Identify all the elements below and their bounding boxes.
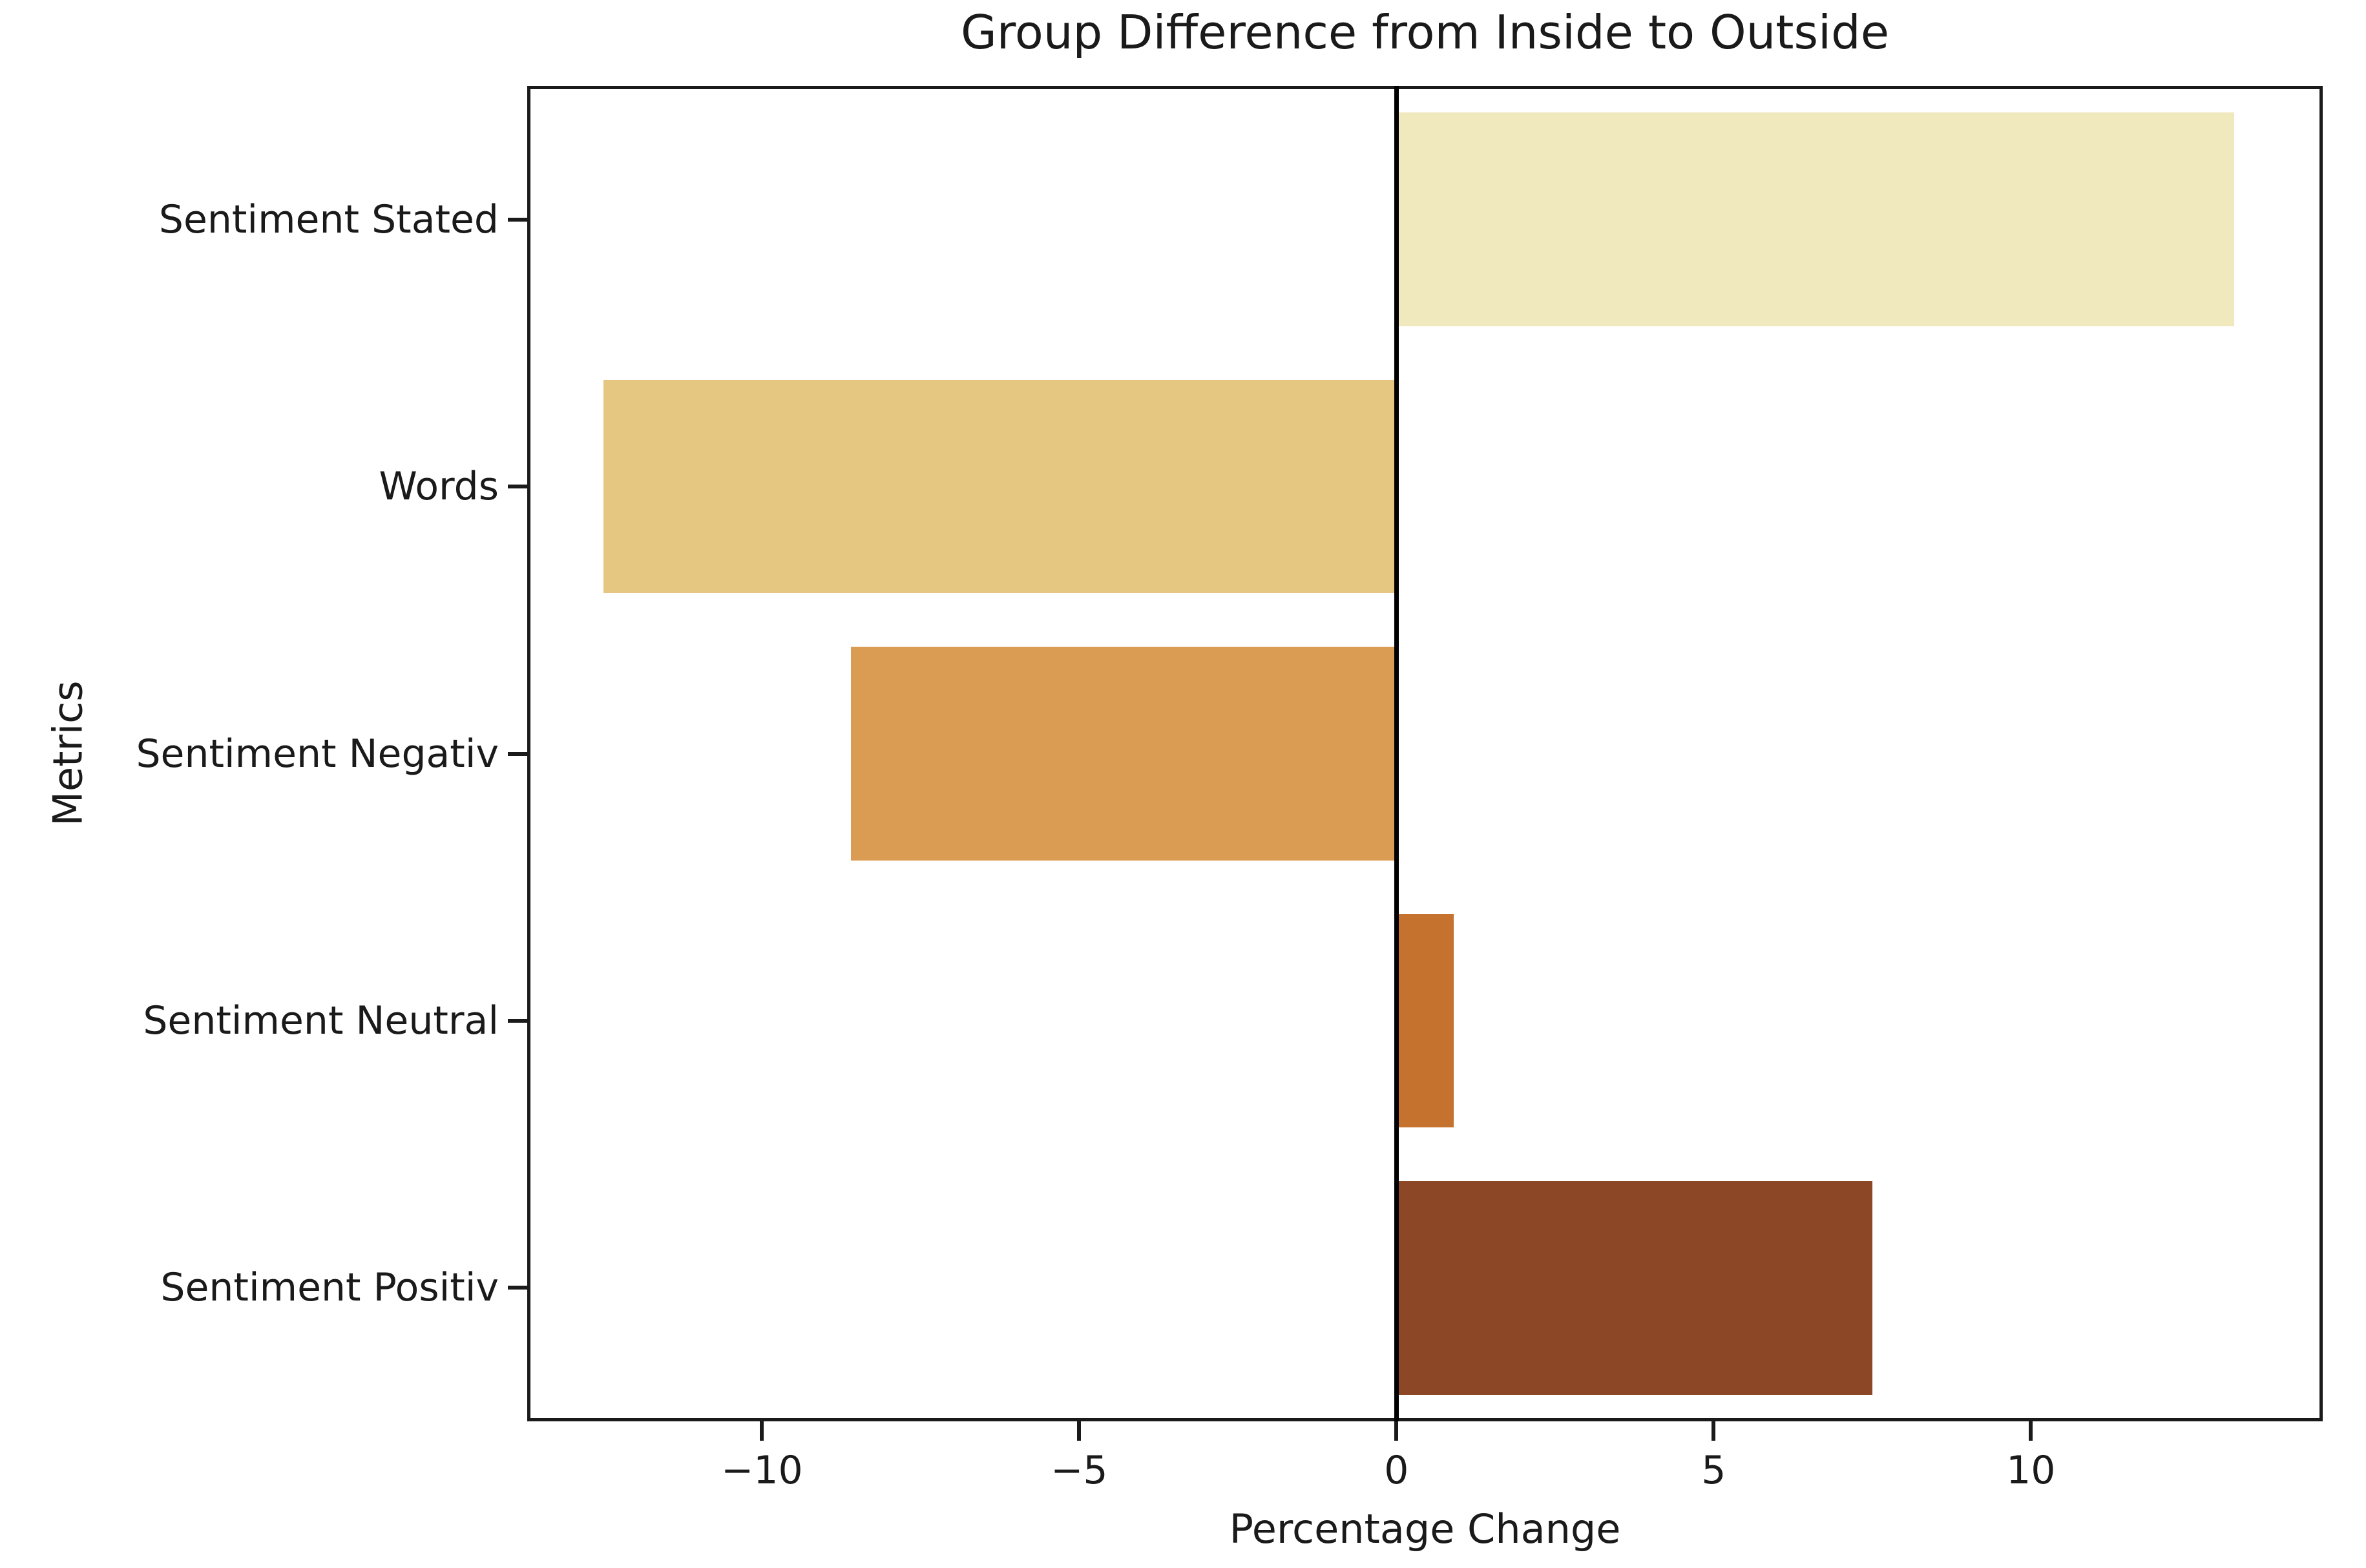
x-tick-10 (2029, 1421, 2033, 1441)
x-tick-label-0: 0 (1384, 1448, 1409, 1493)
y-tick-sentiment-neutral (508, 1018, 527, 1023)
y-tick-sentiment-stated (508, 217, 527, 222)
y-tick-label-sentiment-positiv: Sentiment Positiv (160, 1265, 499, 1311)
bar-words (603, 379, 1397, 594)
x-tick-label-10: 10 (2006, 1448, 2056, 1493)
x-tick--10 (760, 1421, 764, 1441)
zero-line (1394, 86, 1399, 1421)
y-tick-label-sentiment-neutral: Sentiment Neutral (143, 998, 499, 1043)
x-tick-0 (1394, 1421, 1399, 1441)
chart-title: Group Difference from Inside to Outside (960, 5, 1890, 59)
bar-sentiment-negativ (850, 647, 1397, 861)
x-tick--5 (1077, 1421, 1082, 1441)
bar-sentiment-stated (1396, 112, 2234, 327)
y-tick-sentiment-negativ (508, 751, 527, 756)
x-tick-label-5: 5 (1701, 1448, 1726, 1493)
x-tick-5 (1712, 1421, 1716, 1441)
y-tick-label-words: Words (379, 464, 499, 510)
y-tick-words (508, 485, 527, 489)
bar-sentiment-positiv (1396, 1180, 1872, 1395)
y-tick-label-sentiment-negativ: Sentiment Negativ (136, 731, 499, 777)
y-tick-sentiment-positiv (508, 1286, 527, 1290)
bar-sentiment-neutral (1396, 914, 1454, 1128)
x-axis-label: Percentage Change (1229, 1505, 1621, 1552)
y-tick-label-sentiment-stated: Sentiment Stated (158, 196, 499, 242)
x-tick-label--10: −10 (721, 1448, 803, 1493)
x-tick-label--5: −5 (1051, 1448, 1108, 1493)
